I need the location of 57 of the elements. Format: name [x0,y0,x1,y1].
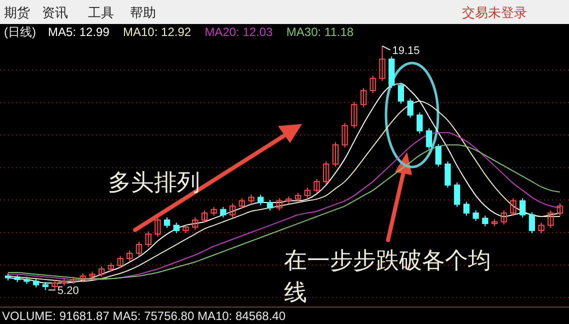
candlestick [323,160,330,185]
candlestick [556,202,564,216]
candlestick [98,266,105,278]
candlestick [407,98,414,118]
annotation: 多头排列 [108,170,200,196]
text: 交易未登录 [462,5,527,20]
candlestick [136,241,142,256]
candlestick [528,212,536,234]
candlestick [314,178,320,194]
text: 期货 [4,5,30,20]
candlestick [304,187,310,199]
candlestick [276,198,282,211]
candlestick [201,210,208,224]
candlestick [426,128,432,150]
candlestick [117,255,124,269]
candlestick [173,222,180,234]
candlestick [398,82,404,104]
candlestick [500,210,507,225]
annotation: 19.15 [392,45,420,57]
chart-title: (日线) [4,25,36,39]
candlestick [220,206,226,218]
candlestick [351,101,358,129]
text: MA5: 12.99 [48,25,110,39]
candlestick [482,215,488,227]
candlestick [332,142,339,168]
candlestick [266,199,274,211]
candlestick [444,160,451,188]
text: 帮助 [130,5,156,20]
text: MA30: 11.18 [286,25,354,39]
candlestick [454,182,460,208]
candlestick [164,216,170,228]
candlestick [520,198,526,218]
candlestick [342,122,348,148]
candlestick [538,222,544,234]
candlestick [360,87,367,108]
annotation: 在一步步跌破各个均线 [284,248,491,306]
text: 工具 [88,5,114,20]
text: MA20: 12.03 [204,25,274,39]
candlestick [258,194,264,206]
candlestick [192,216,198,230]
candlestick [370,75,376,94]
candlestick [379,46,386,82]
candlestick [229,202,236,218]
text: MA10: 12.92 [123,25,192,39]
candlestick [416,112,423,134]
candlestick [548,210,554,228]
text: 资讯 [42,5,68,20]
candlestick [126,250,133,262]
candlestick [238,198,245,210]
candlestick [145,230,152,248]
candlestick [472,210,479,222]
annotation: 5.20 [57,285,79,297]
candlestick [154,216,161,238]
candlestick [463,201,470,216]
text: VOLUME: 91681.87 MA5: 75756.80 MA10: 84568.40 [2,309,286,323]
candlestick [435,143,442,168]
candlestick [510,198,516,216]
